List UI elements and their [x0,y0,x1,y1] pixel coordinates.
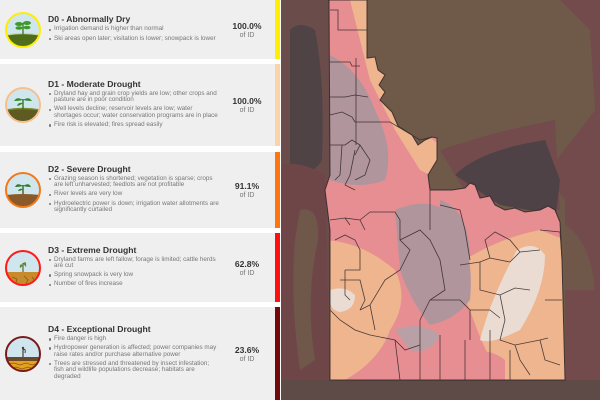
county-boundaries [324,0,566,381]
impact-list: Dryland hay and grain crop yields are lo… [48,90,220,129]
impact-item: Irrigation demand is higher than normal [48,26,220,33]
legend-card-d4: D4 - Exceptional Drought Fire danger is … [0,307,280,400]
category-title: D2 - Severe Drought [48,163,131,174]
impact-item: Hydroelectric power is down; irrigation … [48,200,220,214]
category-color-bar [275,64,280,146]
category-title: D4 - Exceptional Drought [48,323,151,334]
plant-brown-soil-icon [0,171,46,209]
impact-list: Irrigation demand is higher than normal … [48,26,220,42]
legend-card-d1: D1 - Moderate Drought Dryland hay and gr… [0,64,280,146]
percent-value: 100.0% [232,20,262,31]
drought-map[interactable] [281,0,600,400]
impact-item: Number of fires increase [48,281,220,288]
wilting-plant-cracked-soil-icon [0,249,46,287]
percent-value: 62.8% [234,258,260,269]
impact-item: Well levels decline; reservoir levels ar… [48,106,220,119]
legend-card-d3: D3 - Extreme Drought Dryland farms are l… [0,233,280,302]
legend-card-d2: D2 - Severe Drought Grazing season is sh… [0,152,280,228]
percent-unit: of ID [239,31,255,39]
percent-value: 100.0% [232,96,262,106]
percent-unit: of ID [239,107,255,114]
legend-card-d0: D0 - Abnormally Dry Irrigation demand is… [0,0,280,59]
coverage-percent: 100.0% of ID [224,21,276,39]
idaho-drought-map-svg [281,0,600,400]
percent-unit: of ID [239,269,255,277]
impact-item: Fire danger is high [48,335,220,343]
coverage-percent: 23.6% of ID [224,345,276,363]
impact-item: Dryland farms are left fallow; forage is… [48,256,220,270]
plant-dry-soil-icon [0,86,46,124]
category-color-bar [275,307,280,400]
category-title: D3 - Extreme Drought [48,244,137,255]
impact-list: Dryland farms are left fallow; forage is… [48,256,220,288]
impact-item: Spring snowpack is very low [48,272,220,279]
impact-item: Hydropower generation is affected; power… [48,344,220,358]
impact-item: Ski areas open later; visitation is lowe… [48,35,220,43]
percent-value: 91.1% [234,181,260,191]
impact-item: Trees are stressed and threatened by ins… [48,360,220,381]
category-color-bar [275,233,280,302]
coverage-percent: 91.1% of ID [224,181,276,199]
impact-list: Fire danger is high Hydropower generatio… [48,335,220,381]
percent-value: 23.6% [234,344,260,355]
seedling-green-soil-icon [0,11,46,49]
impact-item: Dryland hay and grain crop yields are lo… [48,90,220,104]
category-title: D1 - Moderate Drought [48,78,141,89]
impact-item: Fire risk is elevated; fires spread easi… [48,122,220,129]
drought-legend-panel: D0 - Abnormally Dry Irrigation demand is… [0,0,281,400]
percent-unit: of ID [239,355,255,363]
dead-plant-cracked-earth-icon [0,335,46,373]
impact-list: Grazing season is shortened; vegetation … [48,175,220,214]
category-color-bar [275,0,280,59]
coverage-percent: 62.8% of ID [224,259,276,277]
impact-item: Grazing season is shortened; vegetation … [48,175,220,189]
percent-unit: of ID [239,192,255,199]
impact-item: River levels are very low [48,191,220,198]
category-title: D0 - Abnormally Dry [48,14,131,25]
coverage-percent: 100.0% of ID [224,96,276,114]
category-color-bar [275,152,280,228]
